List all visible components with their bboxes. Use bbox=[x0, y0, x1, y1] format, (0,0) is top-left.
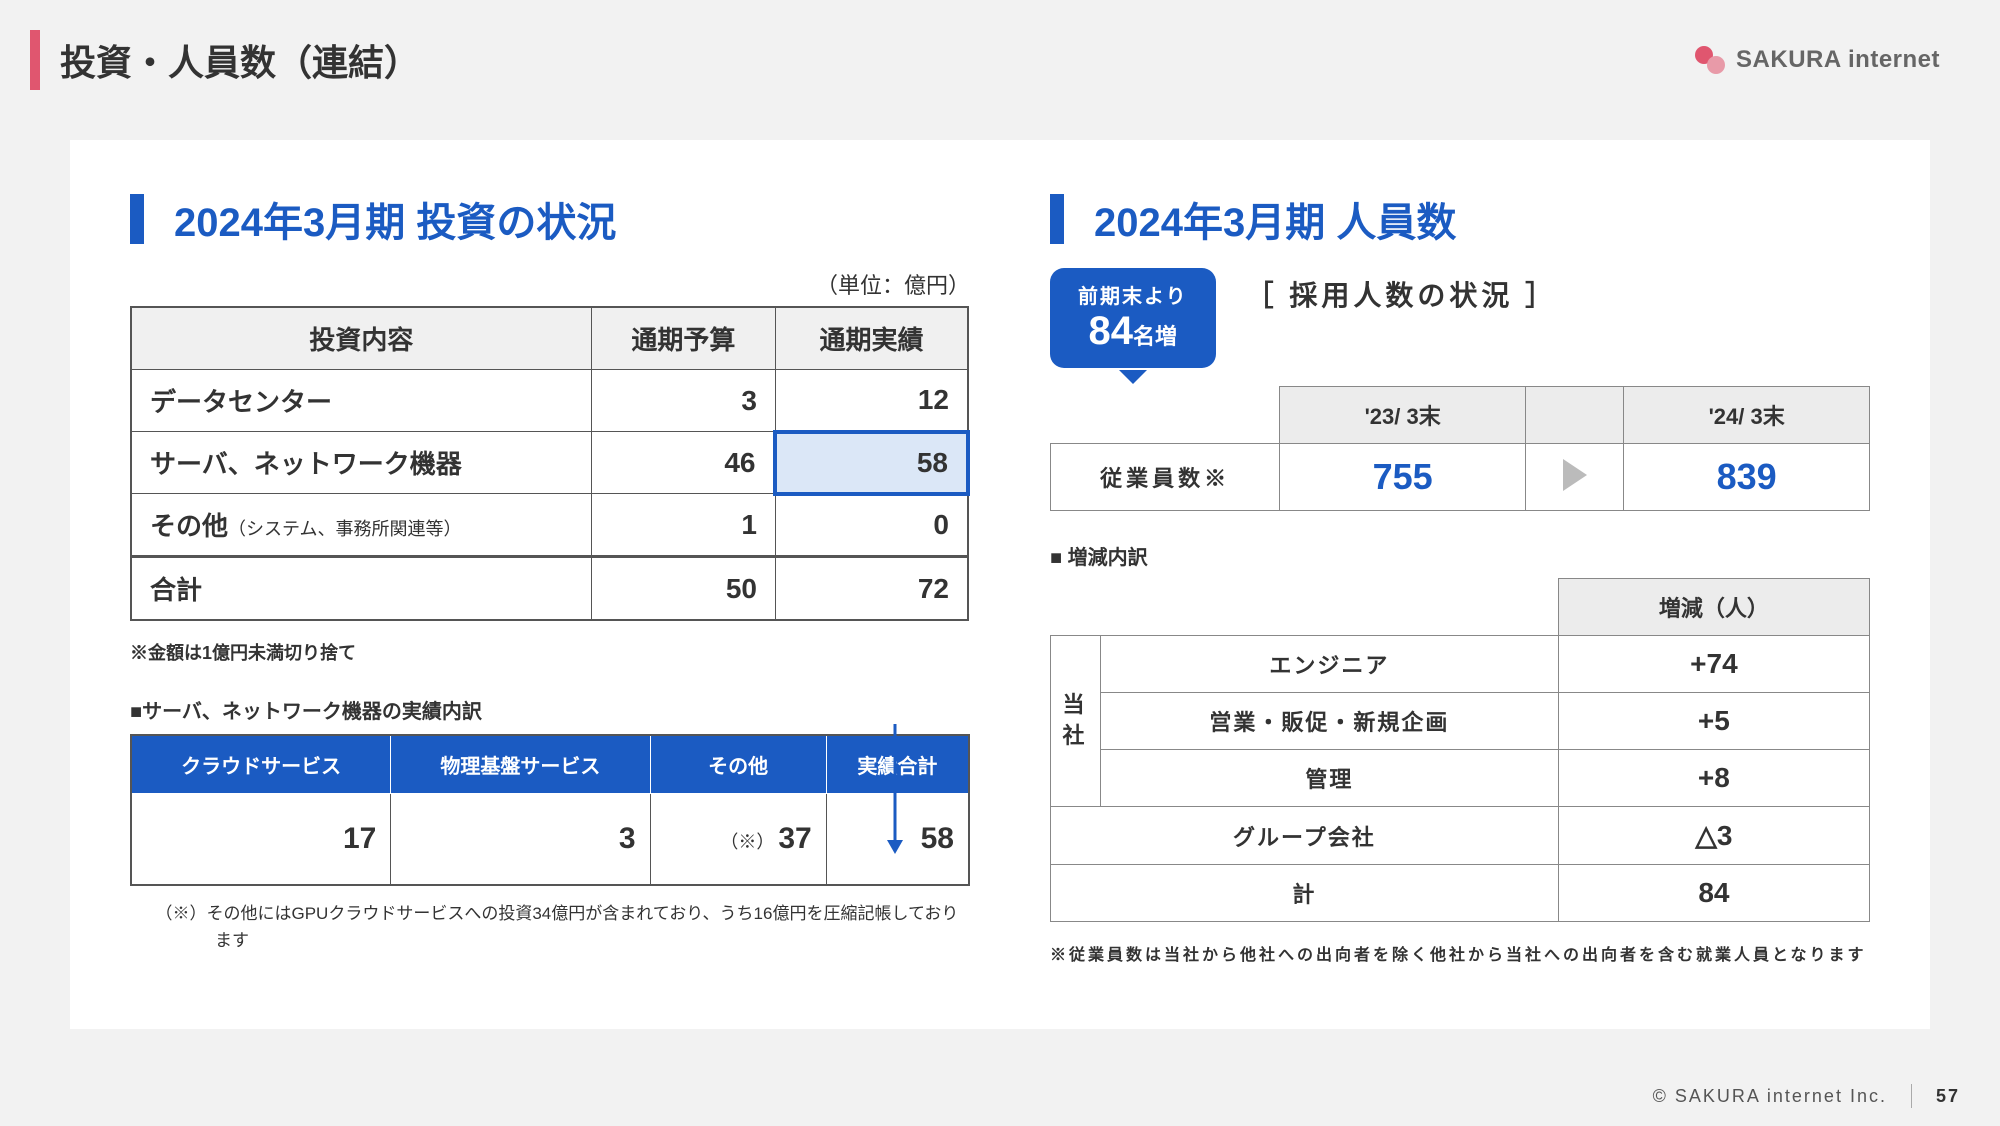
sakura-icon bbox=[1692, 45, 1728, 75]
brand-name: SAKURA internet bbox=[1736, 46, 1940, 74]
inv-col-content: 投資内容 bbox=[131, 307, 591, 370]
inv-total-label: 合計 bbox=[131, 557, 591, 621]
page-header: 投資・人員数（連結） SAKURA internet bbox=[0, 0, 2000, 110]
inv-row-actual: 0 bbox=[775, 494, 968, 557]
headcount-section: 2024年3月期 人員数 前期末より 84名増 ［ 採用人数の状況 ］ '23/… bbox=[1050, 190, 1870, 969]
investment-title: 2024年3月期 投資の状況 bbox=[174, 190, 616, 248]
inv-row-budget: 46 bbox=[591, 432, 775, 494]
delta-side-label: 当社 bbox=[1051, 636, 1101, 807]
delta-cat: 管理 bbox=[1101, 750, 1559, 807]
page-title-wrap: 投資・人員数（連結） bbox=[30, 30, 420, 90]
bd-col: 物理基盤サービス bbox=[391, 735, 650, 794]
page-footer: © SAKURA internet Inc. 57 bbox=[1653, 1084, 1960, 1108]
headcount-title: 2024年3月期 人員数 bbox=[1094, 190, 1456, 248]
bd-other: （※）37 bbox=[650, 794, 826, 886]
footer-divider bbox=[1911, 1084, 1912, 1108]
inv-row-label: その他（システム、事務所関連等） bbox=[131, 494, 591, 557]
increase-badge: 前期末より 84名増 bbox=[1050, 268, 1216, 368]
arrow-down-icon bbox=[885, 724, 905, 854]
section-accent-bar bbox=[1050, 194, 1064, 244]
breakdown-footnote: （※）その他にはGPUクラウドサービスへの投資34億円が含まれており、うち16億… bbox=[190, 900, 971, 954]
inv-row: データセンター 3 12 bbox=[131, 370, 968, 432]
unit-note: （単位：億円） bbox=[130, 268, 970, 300]
delta-val: +74 bbox=[1558, 636, 1869, 693]
inv-row-total: 合計 50 72 bbox=[131, 557, 968, 621]
delta-val: +5 bbox=[1558, 693, 1869, 750]
copyright: © SAKURA internet Inc. bbox=[1653, 1086, 1887, 1107]
inv-col-actual: 通期実績 bbox=[775, 307, 968, 370]
delta-col-header: 増減（人） bbox=[1558, 579, 1869, 636]
badge-value: 84名増 bbox=[1078, 309, 1188, 354]
page-number: 57 bbox=[1936, 1086, 1960, 1107]
delta-val: +8 bbox=[1558, 750, 1869, 807]
bd-physical: 3 bbox=[391, 794, 650, 886]
bd-cloud: 17 bbox=[131, 794, 391, 886]
inv-row-label: サーバ、ネットワーク機器 bbox=[131, 432, 591, 494]
triangle-right-icon bbox=[1563, 459, 1587, 491]
delta-total-val: 84 bbox=[1558, 865, 1869, 922]
inv-col-budget: 通期予算 bbox=[591, 307, 775, 370]
delta-table: 増減（人） 当社 エンジニア +74 営業・販促・新規企画 +5 管理 +8 グ… bbox=[1050, 578, 1870, 922]
section-header-left: 2024年3月期 投資の状況 bbox=[130, 190, 970, 248]
delta-blank bbox=[1051, 579, 1559, 636]
inv-row: サーバ、ネットワーク機器 46 58 bbox=[131, 432, 968, 494]
emp-arrow-cell bbox=[1526, 444, 1624, 511]
emp-val-curr: 839 bbox=[1624, 444, 1870, 511]
investment-section: 2024年3月期 投資の状況 （単位：億円） 投資内容 通期予算 通期実績 デー… bbox=[130, 190, 970, 969]
delta-title: ■ 増減内訳 bbox=[1050, 541, 1870, 570]
delta-cat: エンジニア bbox=[1101, 636, 1559, 693]
inv-row-budget: 1 bbox=[591, 494, 775, 557]
employee-table: '23/ 3末 '24/ 3末 従業員数※ 755 839 bbox=[1050, 386, 1870, 511]
content-card: 2024年3月期 投資の状況 （単位：億円） 投資内容 通期予算 通期実績 デー… bbox=[70, 140, 1930, 1029]
page-title-accent-bar bbox=[30, 30, 40, 90]
delta-group-val: △3 bbox=[1558, 807, 1869, 865]
delta-cat: 営業・販促・新規企画 bbox=[1101, 693, 1559, 750]
inv-row-actual-highlight: 58 bbox=[775, 432, 968, 494]
inv-row-actual: 12 bbox=[775, 370, 968, 432]
delta-total-label: 計 bbox=[1051, 865, 1559, 922]
investment-table: 投資内容 通期予算 通期実績 データセンター 3 12 サーバ、ネットワーク機器… bbox=[130, 306, 970, 621]
bd-col: その他 bbox=[650, 735, 826, 794]
bd-row: 17 3 （※）37 58 bbox=[131, 794, 969, 886]
badge-line1: 前期末より bbox=[1078, 280, 1188, 309]
emp-row-label: 従業員数※ bbox=[1051, 444, 1280, 511]
employee-footnote: ※従業員数は当社から他社への出向者を除く他社から当社への出向者を含む就業人員とな… bbox=[1050, 942, 1870, 969]
page-title: 投資・人員数（連結） bbox=[60, 34, 420, 86]
emp-col-curr: '24/ 3末 bbox=[1624, 387, 1870, 444]
investment-footnote: ※金額は1億円未満切り捨て bbox=[130, 639, 970, 665]
delta-group-label: グループ会社 bbox=[1051, 807, 1559, 865]
brand-logo: SAKURA internet bbox=[1692, 45, 1940, 75]
inv-total-actual: 72 bbox=[775, 557, 968, 621]
emp-val-prev: 755 bbox=[1280, 444, 1526, 511]
breakdown-table: クラウドサービス 物理基盤サービス その他 実績合計 17 3 （※）37 58 bbox=[130, 734, 970, 886]
inv-total-budget: 50 bbox=[591, 557, 775, 621]
breakdown-title: ■サーバ、ネットワーク機器の実績内訳 bbox=[130, 695, 970, 724]
badge-row: 前期末より 84名増 ［ 採用人数の状況 ］ bbox=[1050, 268, 1870, 368]
inv-row-budget: 3 bbox=[591, 370, 775, 432]
emp-col-prev: '23/ 3末 bbox=[1280, 387, 1526, 444]
inv-row-label: データセンター bbox=[131, 370, 591, 432]
emp-arrow-header bbox=[1526, 387, 1624, 444]
bd-col: クラウドサービス bbox=[131, 735, 391, 794]
emp-blank bbox=[1051, 387, 1280, 444]
section-accent-bar bbox=[130, 194, 144, 244]
inv-row: その他（システム、事務所関連等） 1 0 bbox=[131, 494, 968, 557]
hire-status-title: ［ 採用人数の状況 ］ bbox=[1246, 274, 1558, 314]
section-header-right: 2024年3月期 人員数 bbox=[1050, 190, 1870, 248]
